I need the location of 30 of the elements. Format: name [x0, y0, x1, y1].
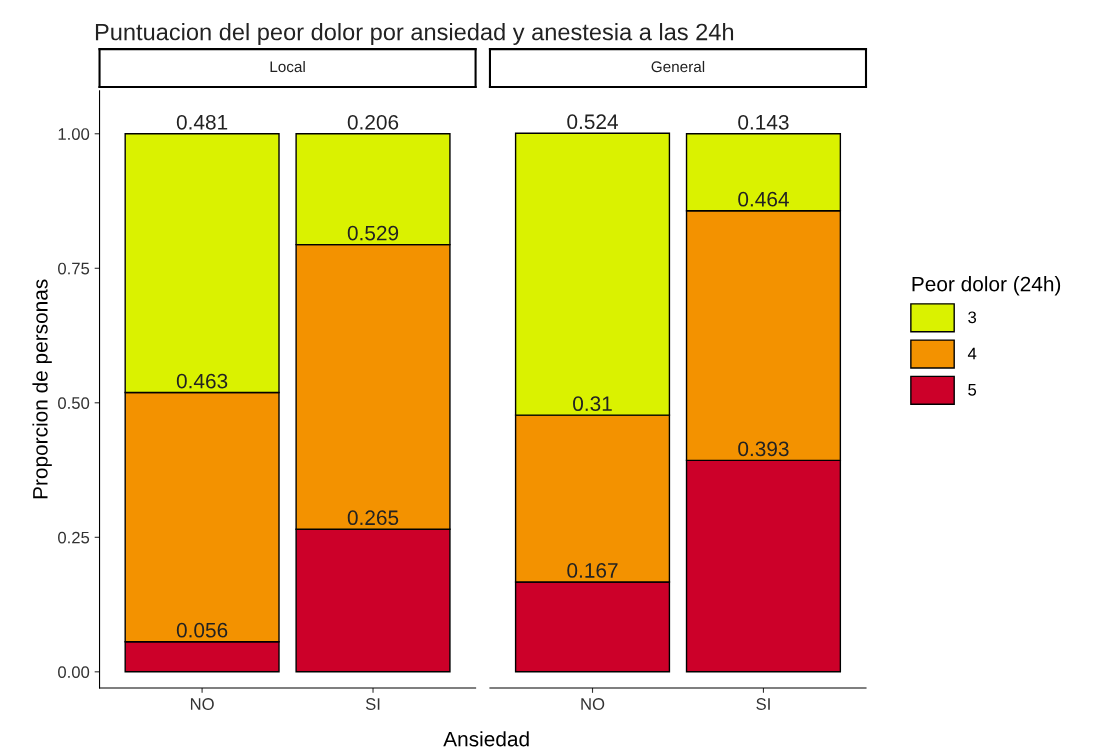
y-tick-label: 0.00 — [58, 666, 90, 679]
x-axis-title: Ansiedad — [443, 731, 529, 747]
data-label: 0.265 — [347, 510, 399, 526]
legend-title: Peor dolor (24h) — [912, 276, 1061, 296]
data-label: 0.056 — [176, 622, 228, 638]
data-label: 0.393 — [738, 441, 789, 457]
chart-subtitle: Local — [270, 60, 305, 73]
data-label: 0.463 — [176, 373, 228, 389]
x-tick-label: NO — [581, 698, 605, 710]
chart-title: Puntuacion del peor dolor por ansiedad y anestesia a las 24h — [95, 23, 734, 46]
y-tick-label: 0.25 — [58, 531, 90, 544]
x-tick-label: SI — [756, 698, 770, 710]
y-axis-title: Proporcion de personas — [32, 279, 52, 499]
data-label: 0.206 — [347, 114, 399, 130]
data-label: 0.481 — [176, 114, 228, 130]
chart-subtitle: General — [651, 60, 705, 73]
y-tick-label: 1.00 — [58, 128, 90, 140]
data-label: 0.31 — [573, 396, 612, 412]
data-label: 0.464 — [738, 191, 789, 207]
data-label: 0.167 — [567, 563, 618, 578]
legend-label: 5 — [968, 384, 977, 396]
legend-label: 4 — [967, 347, 977, 360]
x-tick-label: NO — [190, 698, 214, 710]
data-label: 0.143 — [738, 114, 789, 130]
legend-label: 3 — [968, 311, 977, 324]
y-tick-label: 0.50 — [58, 397, 90, 409]
data-label: 0.524 — [567, 114, 618, 130]
data-label: 0.529 — [347, 225, 399, 241]
x-tick-label: SI — [365, 698, 380, 710]
y-tick-label: 0.75 — [58, 262, 90, 275]
